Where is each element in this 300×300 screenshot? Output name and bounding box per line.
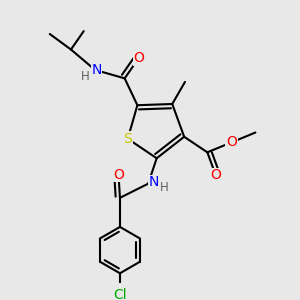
- Text: S: S: [123, 132, 132, 146]
- Text: Cl: Cl: [113, 288, 127, 300]
- Text: O: O: [113, 168, 124, 182]
- Text: O: O: [226, 135, 237, 149]
- Text: O: O: [210, 169, 221, 182]
- Text: H: H: [81, 70, 89, 83]
- Text: N: N: [91, 63, 102, 77]
- Text: N: N: [149, 175, 159, 189]
- Text: H: H: [160, 182, 169, 194]
- Text: O: O: [134, 51, 144, 65]
